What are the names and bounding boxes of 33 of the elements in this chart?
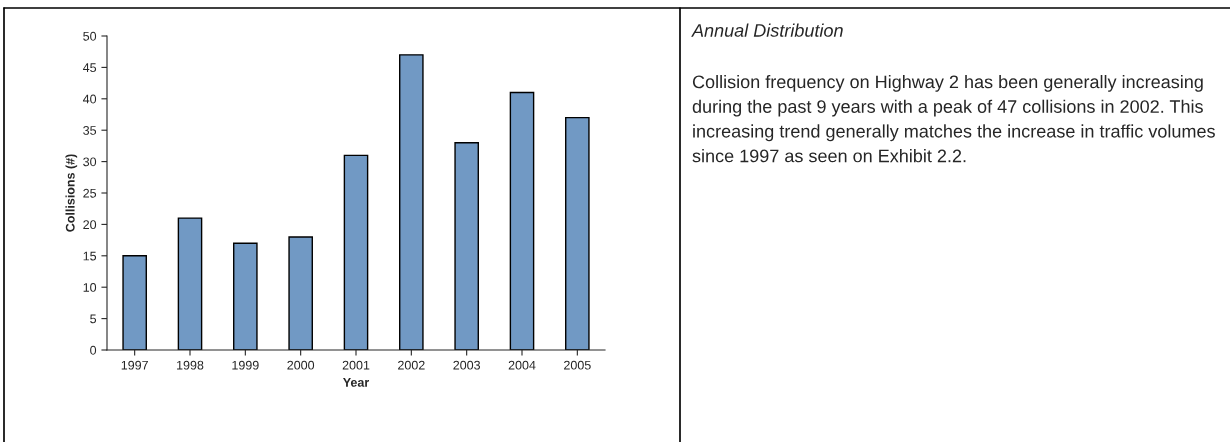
y-tick-label: 15 [83,251,97,261]
bar [399,54,424,350]
x-tick-label: 1998 [177,360,204,370]
bar [122,255,147,350]
x-axis-title: Year [343,378,370,387]
y-tick-label: 0 [90,345,97,355]
x-tick-label: 1999 [232,360,259,370]
x-tick-label: 2002 [398,360,425,370]
bar [454,142,479,350]
x-tick-label: 2003 [453,360,481,370]
y-tick-label: 50 [83,31,97,41]
text: Annual Distribution [691,23,843,37]
y-tick-label: 45 [82,63,97,73]
x-tick-label: 2000 [287,360,315,370]
bar [565,116,590,350]
text: Collision frequency on Highway 2 has been generally increasing during the past 9 years with a peak of 47 collisions in 2002. This increasing trend generally matches the increase in traffic volumes since 1997 as seen on Exhibit 2.2. [692,75,1215,163]
bar [509,91,535,350]
x-tick-label: 1997 [121,360,148,370]
y-tick-label: 5 [90,314,97,324]
y-tick-label: 30 [83,157,97,167]
x-tick-label: 2005 [564,360,591,370]
bar [177,217,203,350]
bar [288,236,313,350]
bar [233,242,258,350]
y-tick-label: 20 [83,220,97,230]
y-tick-label: 35 [83,126,97,135]
y-tick-label: 40 [82,94,97,104]
x-tick-label: 2004 [508,360,536,370]
y-tick-label: 10 [83,283,97,292]
y-tick-label: 25 [83,188,97,198]
y-axis-title: Collisions (#) [65,154,78,232]
bar [343,154,369,350]
x-tick-label: 2001 [342,360,370,370]
